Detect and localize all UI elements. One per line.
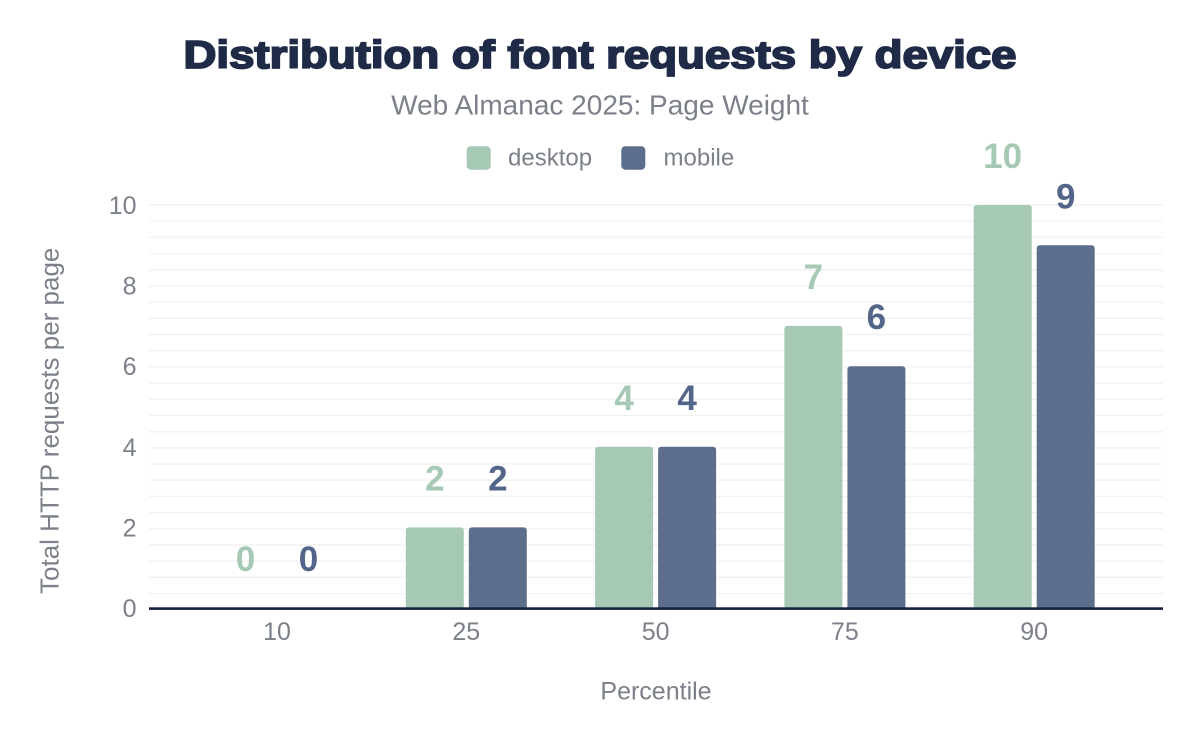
svg-text:9: 9: [1056, 177, 1075, 216]
svg-text:0: 0: [123, 595, 137, 623]
svg-text:75: 75: [831, 618, 859, 646]
svg-text:0: 0: [299, 540, 318, 579]
svg-text:6: 6: [867, 298, 886, 337]
svg-text:4: 4: [677, 379, 697, 418]
svg-text:2: 2: [425, 459, 444, 498]
svg-text:desktop: desktop: [508, 145, 592, 172]
svg-text:Percentile: Percentile: [600, 678, 711, 706]
svg-text:2: 2: [123, 514, 137, 542]
svg-text:8: 8: [123, 273, 137, 301]
svg-text:4: 4: [123, 434, 137, 462]
svg-text:90: 90: [1020, 618, 1048, 646]
svg-text:10: 10: [263, 618, 291, 646]
svg-text:6: 6: [123, 353, 137, 381]
svg-text:Total HTTP requests per page: Total HTTP requests per page: [35, 248, 65, 594]
svg-text:mobile: mobile: [664, 145, 735, 172]
svg-text:25: 25: [452, 618, 480, 646]
svg-text:Web Almanac 2025: Page Weight: Web Almanac 2025: Page Weight: [391, 90, 809, 121]
svg-text:50: 50: [642, 618, 670, 646]
svg-text:4: 4: [614, 379, 634, 418]
svg-text:Distribution of font requests: Distribution of font requests by device: [184, 34, 1017, 77]
svg-text:2: 2: [488, 459, 507, 498]
svg-text:10: 10: [983, 137, 1022, 176]
svg-text:10: 10: [109, 192, 137, 220]
svg-text:0: 0: [236, 540, 255, 579]
svg-text:7: 7: [804, 258, 823, 297]
